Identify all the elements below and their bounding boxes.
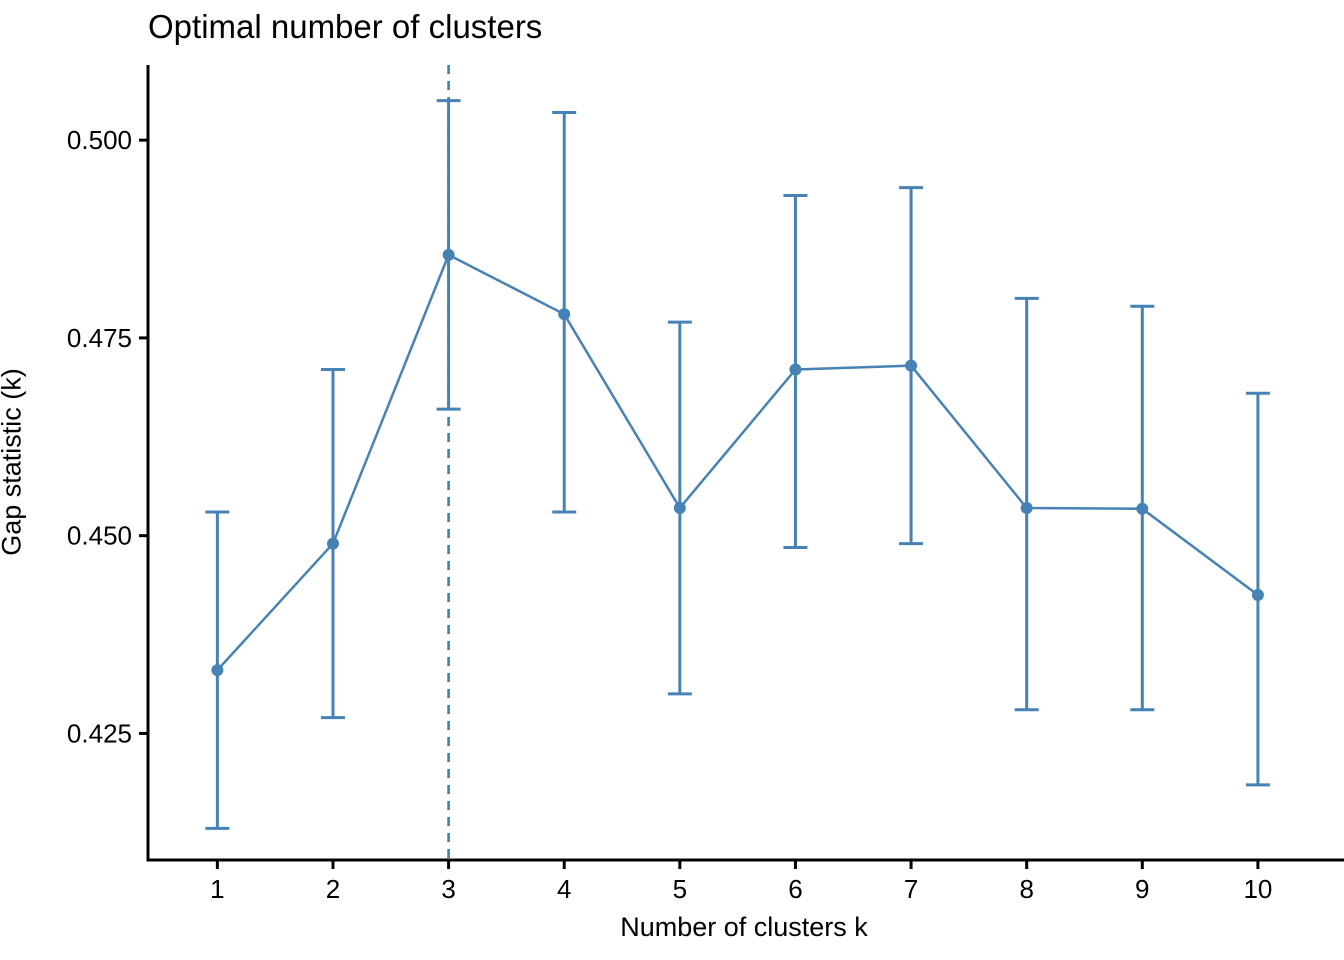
x-tick-label: 6 xyxy=(788,874,802,904)
data-point xyxy=(1251,589,1264,601)
y-tick-label: 0.450 xyxy=(67,521,132,551)
data-point xyxy=(905,359,918,372)
x-tick-label: 7 xyxy=(904,874,918,904)
y-tick-label: 0.475 xyxy=(67,323,132,353)
data-point xyxy=(211,664,224,677)
x-tick-label: 10 xyxy=(1243,874,1272,904)
data-point xyxy=(1020,501,1033,514)
x-tick-label: 1 xyxy=(210,874,224,904)
data-point xyxy=(326,537,339,550)
x-tick-label: 2 xyxy=(326,874,340,904)
gap-line xyxy=(216,253,1259,671)
data-point xyxy=(558,308,571,321)
x-axis-title: Number of clusters k xyxy=(620,912,868,942)
x-tick-label: 9 xyxy=(1135,874,1149,904)
data-point xyxy=(442,248,455,261)
x-tick-label: 5 xyxy=(673,874,687,904)
data-point xyxy=(673,501,686,514)
data-point xyxy=(1136,502,1149,515)
y-tick-label: 0.500 xyxy=(67,125,132,155)
y-tick-label: 0.425 xyxy=(67,718,132,748)
y-axis-title: Gap statistic (k) xyxy=(0,368,27,556)
x-tick-label: 3 xyxy=(441,874,455,904)
chart-title: Optimal number of clusters xyxy=(148,8,543,45)
x-tick-label: 8 xyxy=(1019,874,1033,904)
x-tick-label: 4 xyxy=(557,874,571,904)
data-point xyxy=(789,363,802,376)
